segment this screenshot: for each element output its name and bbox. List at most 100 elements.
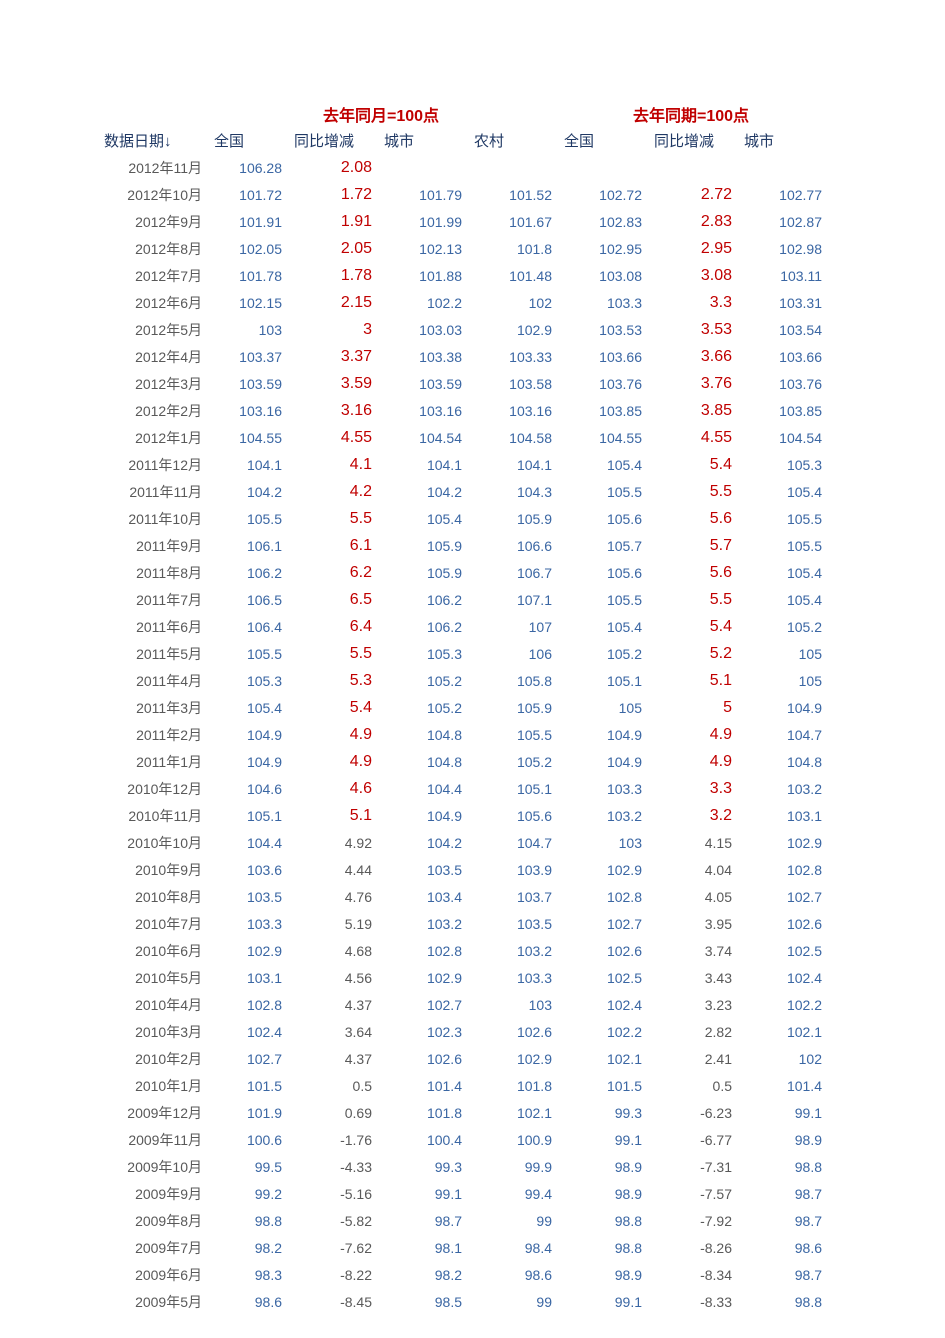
- nation2-cell: 103.08: [560, 262, 650, 289]
- date-cell: 2012年9月: [100, 208, 210, 235]
- city-cell: 106.2: [380, 586, 470, 613]
- rural-cell: 103.33: [470, 343, 560, 370]
- nation-cell: 98.6: [210, 1288, 290, 1315]
- change2-cell: 5.4: [650, 613, 740, 640]
- table-row: 2011年10月105.55.5105.4105.9105.65.6105.5: [100, 505, 830, 532]
- change2-cell: 5.5: [650, 586, 740, 613]
- rural-cell: [470, 154, 560, 181]
- rural-cell: 107.1: [470, 586, 560, 613]
- change2-cell: 5.6: [650, 505, 740, 532]
- change2-cell: [650, 154, 740, 181]
- table-row: 2011年9月106.16.1105.9106.6105.75.7105.5: [100, 532, 830, 559]
- city-cell: 103.5: [380, 856, 470, 883]
- nation2-cell: 104.9: [560, 721, 650, 748]
- table-row: 2009年12月101.90.69101.8102.199.3-6.2399.1: [100, 1099, 830, 1126]
- nation-cell: 104.4: [210, 829, 290, 856]
- change2-cell: 4.04: [650, 856, 740, 883]
- nation-cell: 103.16: [210, 397, 290, 424]
- nation2-cell: 102.9: [560, 856, 650, 883]
- table-row: 2010年2月102.74.37102.6102.9102.12.41102: [100, 1045, 830, 1072]
- change-cell: 4.68: [290, 937, 380, 964]
- date-cell: 2009年6月: [100, 1261, 210, 1288]
- change2-cell: -7.57: [650, 1180, 740, 1207]
- city2-cell: 104.7: [740, 721, 830, 748]
- table-row: 2012年2月103.163.16103.16103.16103.853.851…: [100, 397, 830, 424]
- city2-cell: 103.76: [740, 370, 830, 397]
- change2-cell: 3.08: [650, 262, 740, 289]
- change-cell: -5.82: [290, 1207, 380, 1234]
- change2-cell: -6.77: [650, 1126, 740, 1153]
- change-cell: 4.9: [290, 748, 380, 775]
- city-cell: 103.59: [380, 370, 470, 397]
- change-cell: 4.37: [290, 991, 380, 1018]
- date-cell: 2010年7月: [100, 910, 210, 937]
- change-cell: 6.5: [290, 586, 380, 613]
- change-cell: 4.9: [290, 721, 380, 748]
- date-cell: 2010年11月: [100, 802, 210, 829]
- city2-cell: 105.2: [740, 613, 830, 640]
- nation2-cell: 103: [560, 829, 650, 856]
- table-row: 2010年1月101.50.5101.4101.8101.50.5101.4: [100, 1072, 830, 1099]
- change2-cell: 3.85: [650, 397, 740, 424]
- nation-cell: 104.9: [210, 721, 290, 748]
- city2-cell: 103.31: [740, 289, 830, 316]
- city2-cell: 99.1: [740, 1099, 830, 1126]
- change2-cell: 4.05: [650, 883, 740, 910]
- col-nation: 全国: [210, 127, 290, 154]
- date-cell: 2009年7月: [100, 1234, 210, 1261]
- change-cell: 3.16: [290, 397, 380, 424]
- rural-cell: 100.9: [470, 1126, 560, 1153]
- rural-cell: 105.1: [470, 775, 560, 802]
- date-cell: 2010年3月: [100, 1018, 210, 1045]
- date-cell: 2009年12月: [100, 1099, 210, 1126]
- change-cell: -1.76: [290, 1126, 380, 1153]
- col-rural: 农村: [470, 127, 560, 154]
- table-row: 2012年5月1033103.03102.9103.533.53103.54: [100, 316, 830, 343]
- rural-cell: 103.5: [470, 910, 560, 937]
- date-cell: 2010年12月: [100, 775, 210, 802]
- change-cell: 0.69: [290, 1099, 380, 1126]
- nation2-cell: 102.1: [560, 1045, 650, 1072]
- col-date[interactable]: 数据日期↓: [100, 127, 210, 154]
- date-cell: 2012年1月: [100, 424, 210, 451]
- date-cell: 2010年6月: [100, 937, 210, 964]
- city-cell: 103.16: [380, 397, 470, 424]
- nation-cell: 103.6: [210, 856, 290, 883]
- change2-cell: 3.43: [650, 964, 740, 991]
- nation-cell: 105.4: [210, 694, 290, 721]
- nation-cell: 100.6: [210, 1126, 290, 1153]
- nation2-cell: 99.3: [560, 1099, 650, 1126]
- city2-cell: 102.7: [740, 883, 830, 910]
- nation-cell: 106.5: [210, 586, 290, 613]
- table-row: 2011年5月105.55.5105.3106105.25.2105: [100, 640, 830, 667]
- city-cell: 98.5: [380, 1288, 470, 1315]
- nation-cell: 102.7: [210, 1045, 290, 1072]
- rural-cell: 105.6: [470, 802, 560, 829]
- city2-cell: 102.9: [740, 829, 830, 856]
- city2-cell: [740, 154, 830, 181]
- nation-cell: 98.8: [210, 1207, 290, 1234]
- rural-cell: 99: [470, 1207, 560, 1234]
- rural-cell: 101.8: [470, 1072, 560, 1099]
- city2-cell: 102.8: [740, 856, 830, 883]
- nation2-cell: 102.4: [560, 991, 650, 1018]
- city-cell: 102.2: [380, 289, 470, 316]
- change2-cell: 3.53: [650, 316, 740, 343]
- date-cell: 2010年9月: [100, 856, 210, 883]
- rural-cell: 99.4: [470, 1180, 560, 1207]
- change2-cell: 5.6: [650, 559, 740, 586]
- nation2-cell: 105.1: [560, 667, 650, 694]
- nation2-cell: 103.3: [560, 289, 650, 316]
- table-row: 2009年7月98.2-7.6298.198.498.8-8.2698.6: [100, 1234, 830, 1261]
- table-row: 2011年2月104.94.9104.8105.5104.94.9104.7: [100, 721, 830, 748]
- date-cell: 2011年5月: [100, 640, 210, 667]
- city-cell: 104.1: [380, 451, 470, 478]
- nation2-cell: 102.95: [560, 235, 650, 262]
- table-row: 2011年3月105.45.4105.2105.91055104.9: [100, 694, 830, 721]
- city-cell: 105.2: [380, 667, 470, 694]
- change2-cell: 0.5: [650, 1072, 740, 1099]
- change2-cell: 5.1: [650, 667, 740, 694]
- change-cell: -7.62: [290, 1234, 380, 1261]
- change2-cell: 3.74: [650, 937, 740, 964]
- rural-cell: 105.2: [470, 748, 560, 775]
